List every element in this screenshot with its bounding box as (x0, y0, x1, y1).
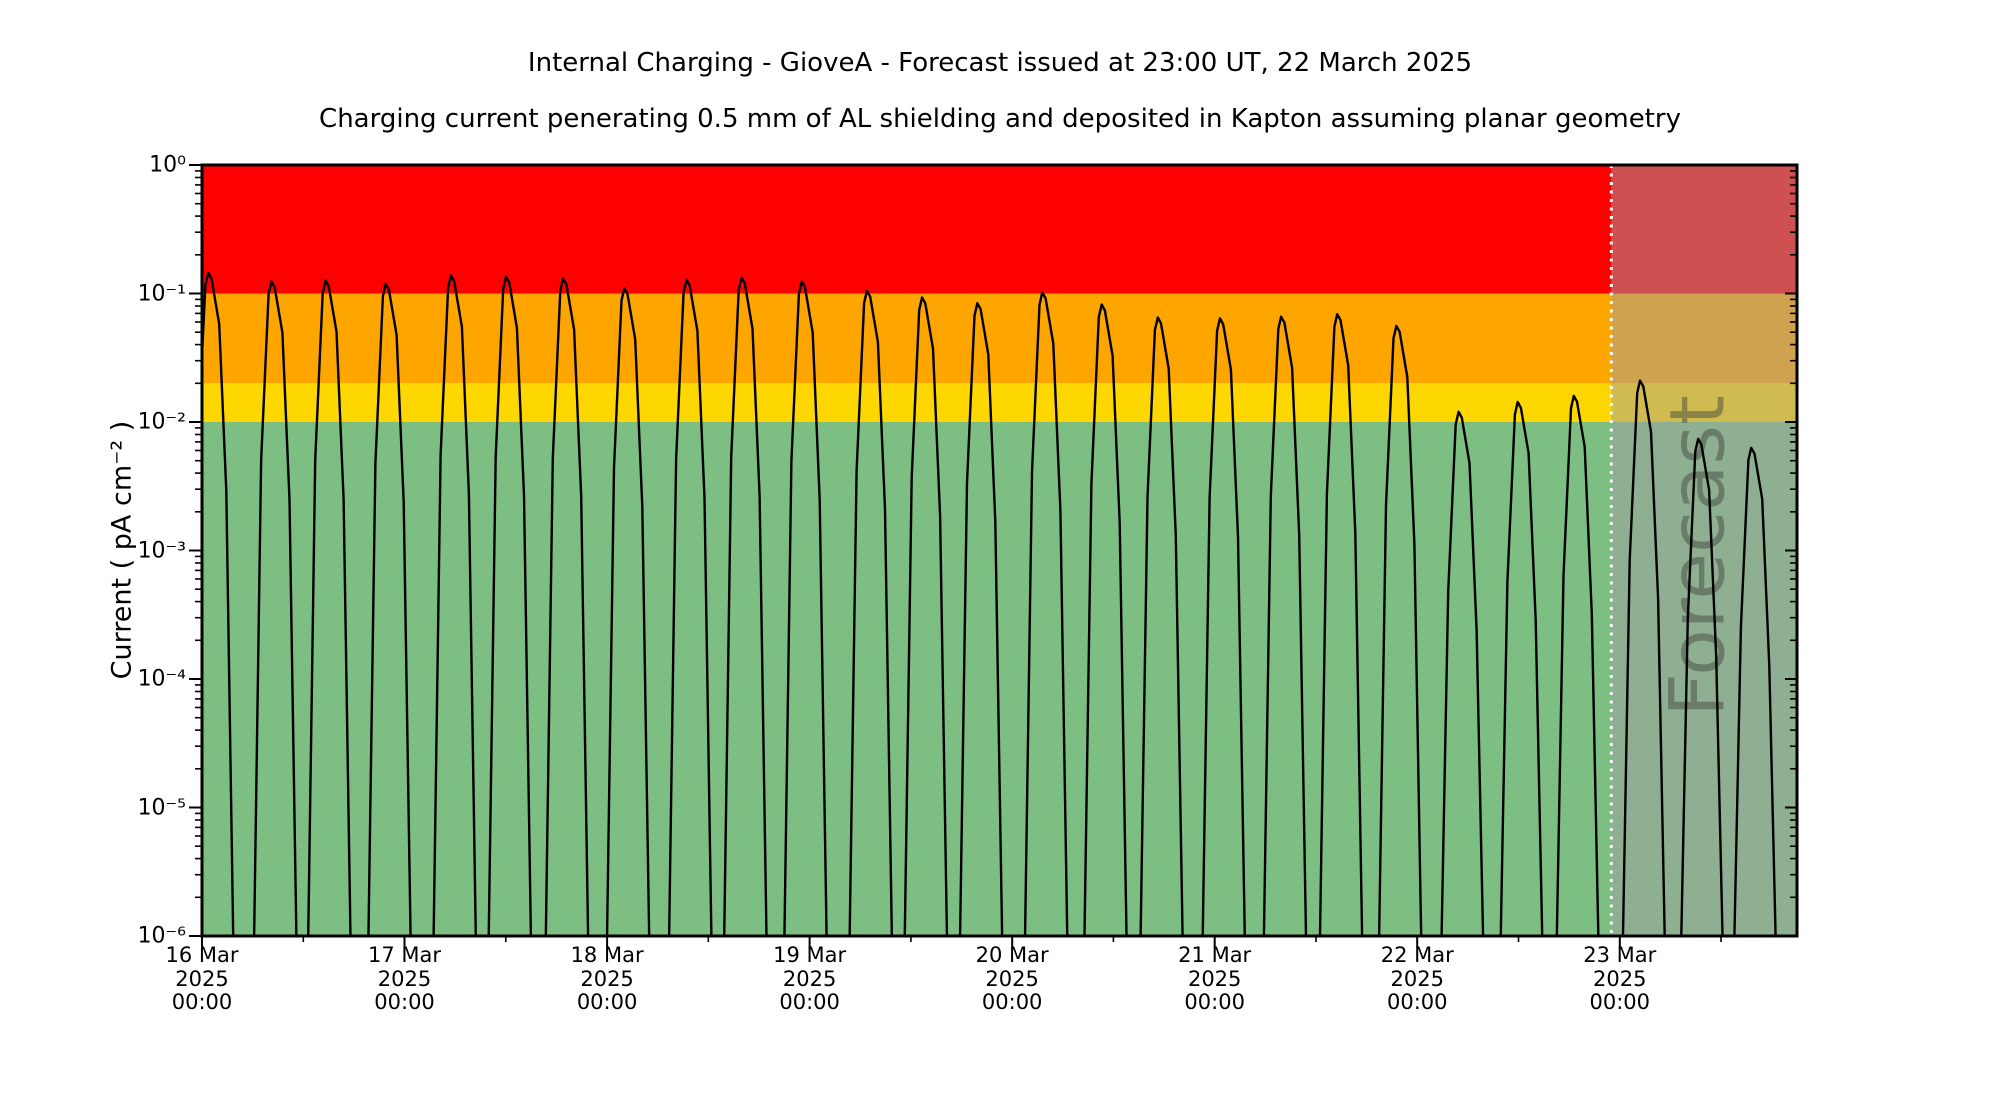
y-tick-label: 10⁻⁴ (137, 666, 186, 692)
plot-border (200, 163, 1799, 938)
forecast-overlay (1611, 165, 1797, 936)
x-tick-label: 20 Mar 2025 00:00 (975, 943, 1049, 1014)
x-tick-label: 22 Mar 2025 00:00 (1380, 943, 1454, 1014)
y-tick-label: 10⁻⁵ (137, 795, 186, 820)
y-tick-label: 10⁻² (137, 409, 186, 435)
x-tick-label: 18 Mar 2025 00:00 (570, 943, 644, 1014)
y-tick-label: 10⁰ (149, 152, 186, 178)
band-orange-warning (202, 293, 1797, 384)
charging-current-line (202, 271, 1777, 936)
band-red-alert (202, 165, 1797, 294)
x-tick-label: 17 Mar 2025 00:00 (368, 943, 442, 1014)
x-tick-label: 21 Mar 2025 00:00 (1178, 943, 1252, 1014)
chart-title: Internal Charging - GioveA - Forecast is… (527, 48, 1473, 78)
y-tick-label: 10⁻³ (137, 538, 186, 563)
x-tick-label: 23 Mar 2025 00:00 (1583, 943, 1657, 1014)
y-tick-label: 10⁻¹ (137, 281, 186, 306)
band-yellow-caution (202, 383, 1797, 422)
chart-subtitle: Charging current penerating 0.5 mm of AL… (319, 104, 1681, 134)
x-tick-label: 16 Mar 2025 00:00 (165, 943, 239, 1014)
y-tick-label: 10⁻⁶ (137, 923, 186, 949)
x-tick-label: 19 Mar 2025 00:00 (773, 943, 847, 1014)
